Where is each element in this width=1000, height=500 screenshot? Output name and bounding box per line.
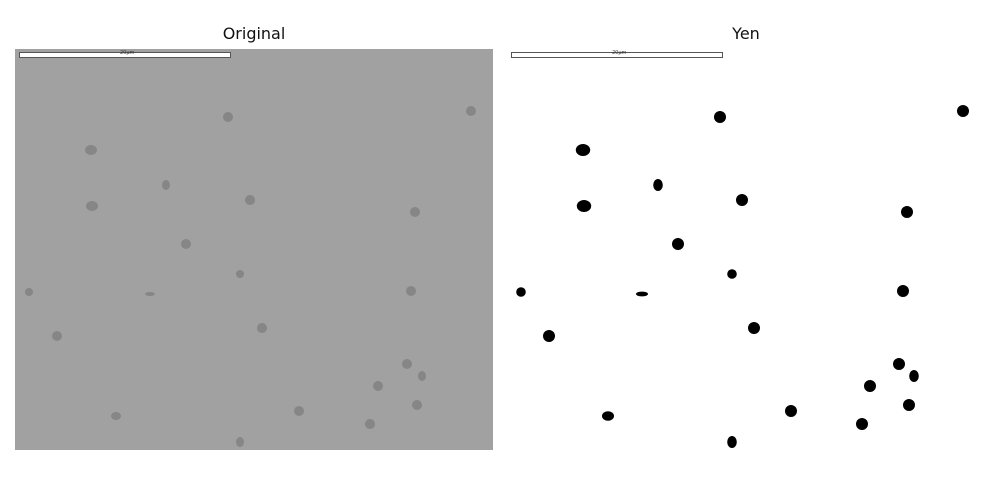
original-particle xyxy=(52,331,62,341)
yen-particle xyxy=(901,206,913,218)
original-scale-bar: 20µm xyxy=(19,50,231,58)
original-scale-bar-label: 20µm xyxy=(120,50,135,56)
yen-particle xyxy=(636,291,648,297)
yen-particle xyxy=(727,269,737,279)
original-particle xyxy=(85,145,97,155)
original-image-panel: 20µm xyxy=(15,49,493,450)
yen-image-panel: 20µm xyxy=(507,49,985,450)
original-particle xyxy=(294,406,304,416)
yen-particle xyxy=(727,436,737,448)
original-particle xyxy=(410,207,420,217)
original-particle xyxy=(373,381,383,391)
yen-particle xyxy=(864,380,876,392)
original-particle xyxy=(466,106,476,116)
original-particle xyxy=(162,180,170,190)
yen-particle xyxy=(516,287,526,297)
yen-particle xyxy=(957,105,969,117)
original-particle xyxy=(257,323,267,333)
original-particle xyxy=(86,201,98,211)
yen-particle xyxy=(602,411,614,421)
original-particle xyxy=(145,292,155,296)
yen-thresholded-image xyxy=(516,105,969,448)
yen-particle xyxy=(576,200,592,212)
original-particle xyxy=(412,400,422,410)
yen-particle xyxy=(856,418,868,430)
original-particle xyxy=(418,371,426,381)
original-particle xyxy=(402,359,412,369)
yen-particle xyxy=(714,111,726,123)
yen-panel-title: Yen xyxy=(732,24,760,43)
yen-particle xyxy=(575,144,591,156)
original-panel-title: Original xyxy=(222,24,286,43)
original-particle xyxy=(181,239,191,249)
yen-particle xyxy=(893,358,905,370)
yen-particle xyxy=(672,238,684,250)
original-particle xyxy=(365,419,375,429)
yen-particle xyxy=(748,322,760,334)
yen-particle xyxy=(897,285,909,297)
yen-particle xyxy=(909,370,919,382)
yen-particle xyxy=(736,194,748,206)
yen-particle xyxy=(543,330,555,342)
original-particle xyxy=(236,437,244,447)
original-micrograph xyxy=(25,106,476,447)
yen-particle xyxy=(653,179,663,191)
original-particle xyxy=(406,286,416,296)
original-particle xyxy=(111,412,121,420)
yen-particle xyxy=(903,399,915,411)
original-particle xyxy=(236,270,244,278)
original-particle xyxy=(223,112,233,122)
yen-scale-bar: 20µm xyxy=(511,50,723,58)
original-particle xyxy=(245,195,255,205)
yen-particle xyxy=(785,405,797,417)
yen-scale-bar-label: 20µm xyxy=(612,50,627,56)
original-particle xyxy=(25,288,33,296)
